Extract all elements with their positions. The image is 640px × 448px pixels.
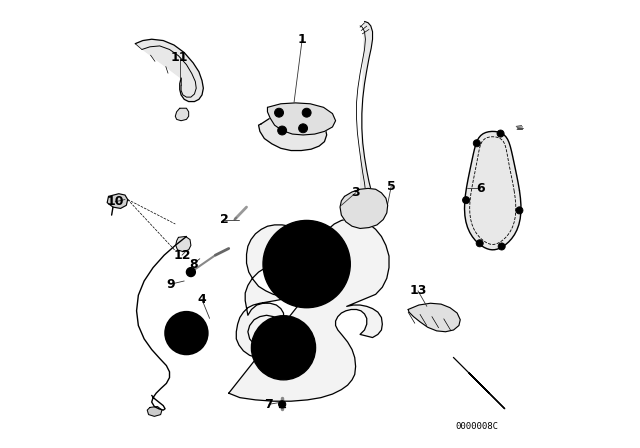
- Polygon shape: [228, 219, 389, 401]
- Circle shape: [498, 243, 505, 250]
- Polygon shape: [340, 188, 388, 228]
- Polygon shape: [147, 406, 162, 416]
- Circle shape: [298, 255, 316, 273]
- Circle shape: [473, 140, 481, 147]
- Text: 11: 11: [171, 51, 189, 64]
- Text: 12: 12: [173, 249, 191, 262]
- Polygon shape: [268, 103, 335, 135]
- Text: 0000008C: 0000008C: [455, 422, 498, 431]
- Text: 3: 3: [351, 186, 360, 199]
- Circle shape: [299, 124, 308, 133]
- Text: 9: 9: [166, 278, 175, 291]
- Polygon shape: [408, 303, 460, 332]
- Text: 7: 7: [264, 398, 273, 411]
- Circle shape: [268, 332, 299, 363]
- Text: 6: 6: [476, 182, 484, 195]
- Circle shape: [476, 240, 483, 247]
- Circle shape: [463, 197, 470, 204]
- Polygon shape: [259, 114, 326, 151]
- Text: 5: 5: [387, 180, 396, 193]
- Circle shape: [252, 316, 316, 380]
- Polygon shape: [360, 22, 372, 208]
- Text: 4: 4: [198, 293, 206, 306]
- Circle shape: [177, 323, 196, 343]
- Text: 13: 13: [409, 284, 427, 297]
- Circle shape: [302, 108, 311, 117]
- Text: 1: 1: [298, 33, 307, 46]
- Text: 10: 10: [106, 195, 124, 208]
- Circle shape: [516, 207, 523, 214]
- Polygon shape: [135, 39, 204, 102]
- Circle shape: [165, 312, 208, 354]
- Circle shape: [275, 108, 284, 117]
- Polygon shape: [176, 237, 191, 252]
- Circle shape: [278, 401, 285, 408]
- Text: 8: 8: [189, 258, 197, 271]
- Polygon shape: [107, 194, 127, 208]
- Circle shape: [278, 126, 287, 135]
- Polygon shape: [465, 131, 521, 250]
- Circle shape: [497, 130, 504, 137]
- Circle shape: [186, 267, 195, 276]
- Polygon shape: [175, 108, 189, 121]
- Circle shape: [263, 220, 350, 308]
- Text: 2: 2: [220, 213, 228, 226]
